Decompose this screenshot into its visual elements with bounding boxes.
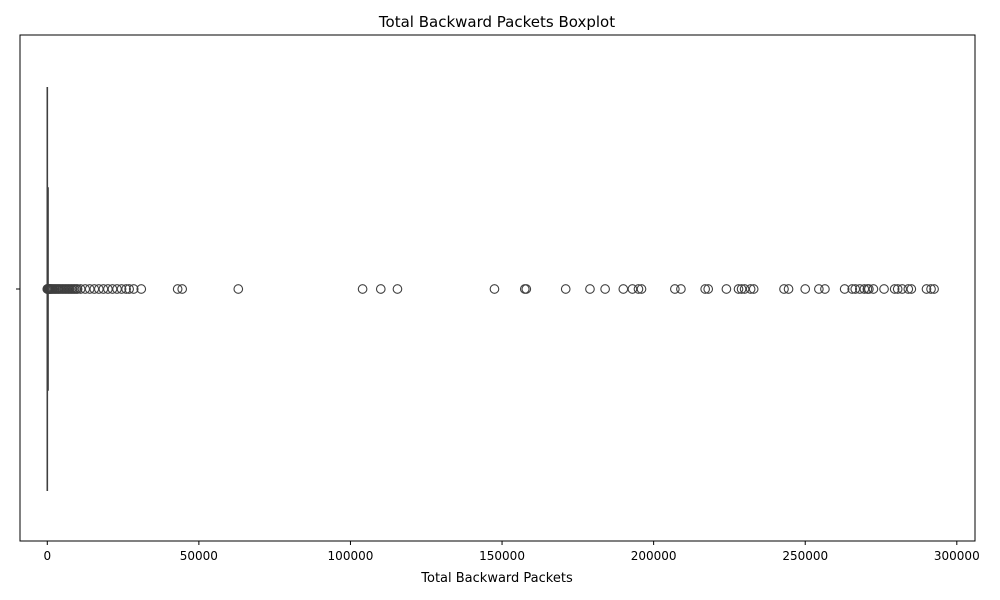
outlier-point [489,284,500,294]
outlier-point [879,284,889,294]
outlier-point [748,284,759,294]
x-tick-label: 250000 [782,549,828,563]
x-tick-label: 200000 [631,549,677,563]
outlier-point [847,284,858,294]
outlier-point [128,284,139,294]
outlier-point [172,284,183,294]
outlier-point [903,284,914,294]
outlier-point [779,284,789,294]
outlier-point [636,284,647,294]
outlier-point [116,284,127,294]
outlier-point [921,284,932,294]
outlier-point [864,284,874,294]
x-axis: 0 50000 100000 150000 200000 250000 300000 [43,541,980,563]
outlier-point [745,284,756,294]
outlier-point [633,284,644,294]
outlier-point [889,284,900,294]
outlier-point [676,284,686,294]
outlier-point [72,284,83,294]
outlier-point [839,284,850,294]
outlier-point [703,284,714,294]
outlier-point [121,284,131,294]
outlier-point [800,284,811,294]
x-tick-label: 50000 [180,549,218,563]
outlier-point [392,284,403,294]
outlier-point [892,284,903,294]
plot-frame [19,34,976,542]
outlier-point [733,284,744,294]
outlier-point [814,284,824,294]
outlier-point [926,284,936,294]
outlier-point [124,284,134,294]
outlier-point [700,284,711,294]
outlier-point [783,284,794,294]
outlier-point [233,284,244,294]
outlier-point [136,284,147,294]
x-tick-label: 100000 [328,549,374,563]
x-axis-label: Total Backward Packets [420,571,573,586]
outlier-point [521,284,532,294]
outlier-point [820,284,830,294]
x-tick-label: 150000 [479,549,525,563]
outlier-point [868,284,879,294]
outlier-point [618,284,629,294]
outlier-point [357,284,368,294]
outlier-point [375,284,386,294]
outlier-point [906,284,917,294]
x-tick-label: 300000 [934,549,980,563]
outlier-point [600,284,610,294]
outlier-point [929,284,939,294]
outlier-point [560,284,571,294]
outlier-point [721,284,732,294]
outlier-point [177,284,188,294]
chart-title: Total Backward Packets Boxplot [378,13,615,31]
outlier-point [670,284,680,294]
outliers [42,284,939,294]
outlier-point [585,284,595,294]
x-tick-label: 0 [43,549,51,563]
